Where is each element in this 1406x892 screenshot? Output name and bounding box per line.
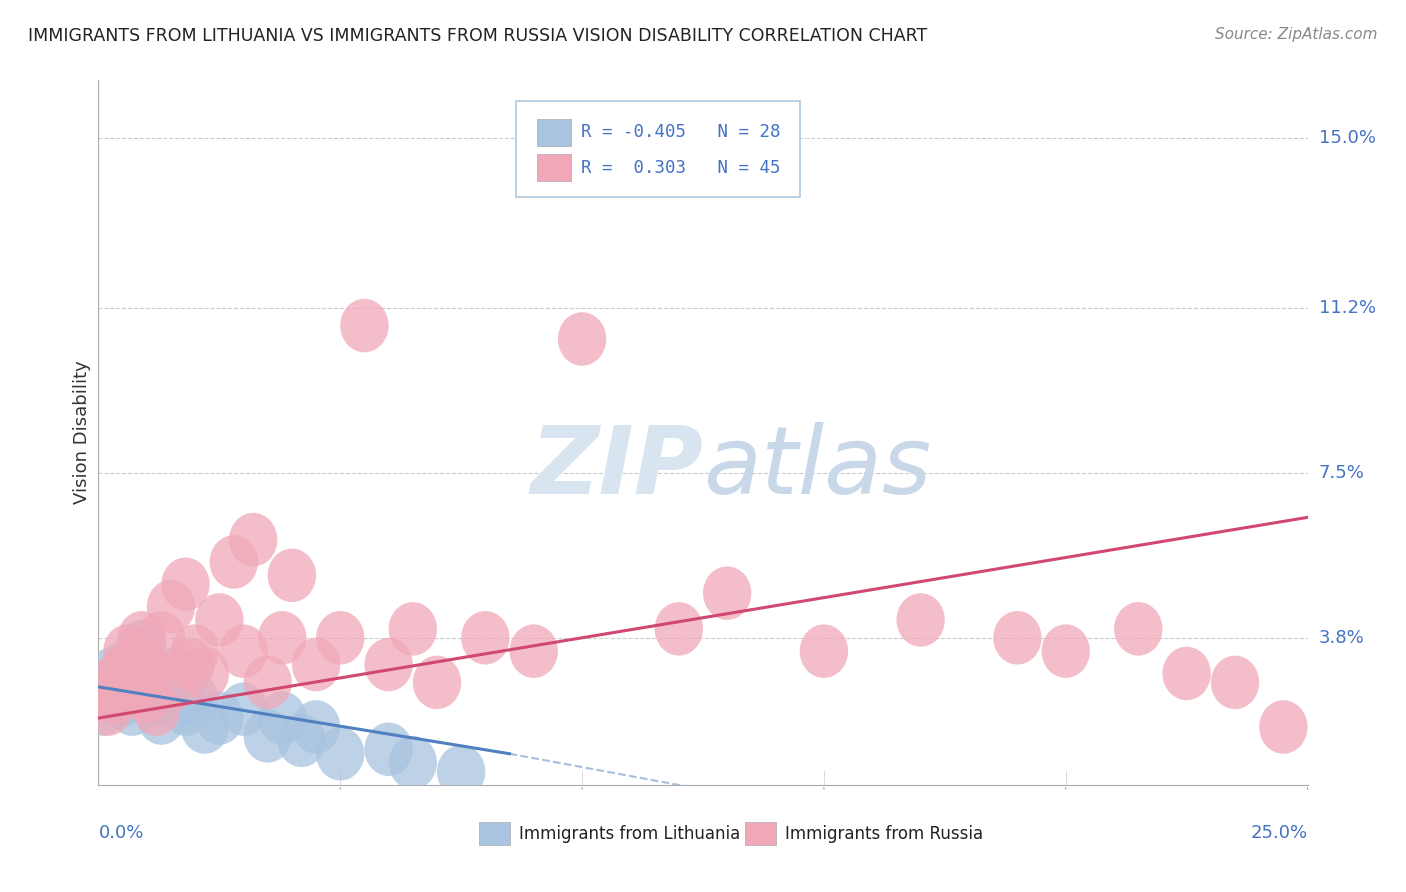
Ellipse shape: [112, 656, 162, 709]
Y-axis label: Vision Disability: Vision Disability: [73, 360, 91, 505]
Ellipse shape: [219, 682, 267, 736]
Ellipse shape: [128, 656, 176, 709]
Ellipse shape: [558, 312, 606, 366]
FancyBboxPatch shape: [537, 119, 571, 145]
Ellipse shape: [89, 656, 138, 709]
Text: R =  0.303   N = 45: R = 0.303 N = 45: [581, 159, 780, 177]
Ellipse shape: [364, 723, 413, 776]
Ellipse shape: [195, 691, 243, 745]
Ellipse shape: [94, 656, 142, 709]
FancyBboxPatch shape: [537, 154, 571, 181]
Ellipse shape: [112, 647, 162, 700]
Text: ZIP: ZIP: [530, 422, 703, 514]
Ellipse shape: [259, 611, 307, 665]
Ellipse shape: [340, 299, 388, 352]
Ellipse shape: [509, 624, 558, 678]
FancyBboxPatch shape: [745, 822, 776, 845]
Ellipse shape: [897, 593, 945, 647]
Ellipse shape: [437, 745, 485, 798]
Text: Immigrants from Lithuania: Immigrants from Lithuania: [519, 824, 741, 843]
Ellipse shape: [138, 691, 186, 745]
Ellipse shape: [195, 593, 243, 647]
Ellipse shape: [152, 647, 200, 700]
Text: 11.2%: 11.2%: [1319, 299, 1376, 317]
Ellipse shape: [79, 682, 128, 736]
Ellipse shape: [122, 669, 172, 723]
Ellipse shape: [219, 624, 267, 678]
Ellipse shape: [162, 682, 209, 736]
Text: Immigrants from Russia: Immigrants from Russia: [785, 824, 983, 843]
Ellipse shape: [98, 647, 146, 700]
Ellipse shape: [118, 611, 166, 665]
Text: Source: ZipAtlas.com: Source: ZipAtlas.com: [1215, 27, 1378, 42]
Ellipse shape: [229, 513, 277, 566]
Ellipse shape: [277, 714, 326, 767]
Ellipse shape: [172, 624, 219, 678]
Ellipse shape: [1114, 602, 1163, 656]
FancyBboxPatch shape: [479, 822, 509, 845]
Ellipse shape: [180, 700, 229, 754]
Ellipse shape: [259, 691, 307, 745]
Text: R = -0.405   N = 28: R = -0.405 N = 28: [581, 123, 780, 142]
Ellipse shape: [1163, 647, 1211, 700]
Ellipse shape: [108, 638, 156, 691]
Ellipse shape: [1042, 624, 1090, 678]
Ellipse shape: [800, 624, 848, 678]
Ellipse shape: [146, 580, 195, 633]
Ellipse shape: [84, 665, 132, 718]
Ellipse shape: [108, 682, 156, 736]
Ellipse shape: [180, 647, 229, 700]
Ellipse shape: [388, 602, 437, 656]
Ellipse shape: [1211, 656, 1260, 709]
Ellipse shape: [243, 709, 292, 763]
Ellipse shape: [128, 647, 176, 700]
Text: atlas: atlas: [703, 422, 931, 514]
Ellipse shape: [703, 566, 751, 620]
Ellipse shape: [172, 673, 219, 727]
Ellipse shape: [316, 727, 364, 780]
Ellipse shape: [162, 558, 209, 611]
Ellipse shape: [84, 682, 132, 736]
Text: 0.0%: 0.0%: [98, 823, 143, 842]
Ellipse shape: [388, 736, 437, 789]
Ellipse shape: [292, 638, 340, 691]
Ellipse shape: [655, 602, 703, 656]
Ellipse shape: [142, 669, 190, 723]
Ellipse shape: [132, 682, 180, 736]
Ellipse shape: [292, 700, 340, 754]
Ellipse shape: [79, 669, 128, 723]
Ellipse shape: [103, 624, 152, 678]
Text: 3.8%: 3.8%: [1319, 629, 1364, 647]
Ellipse shape: [166, 638, 215, 691]
Ellipse shape: [122, 665, 172, 718]
Ellipse shape: [993, 611, 1042, 665]
Ellipse shape: [103, 638, 152, 691]
Ellipse shape: [118, 620, 166, 673]
Ellipse shape: [243, 656, 292, 709]
Text: IMMIGRANTS FROM LITHUANIA VS IMMIGRANTS FROM RUSSIA VISION DISABILITY CORRELATIO: IMMIGRANTS FROM LITHUANIA VS IMMIGRANTS …: [28, 27, 928, 45]
Ellipse shape: [132, 673, 180, 727]
FancyBboxPatch shape: [516, 102, 800, 196]
Text: 25.0%: 25.0%: [1250, 823, 1308, 842]
Ellipse shape: [364, 638, 413, 691]
Text: 15.0%: 15.0%: [1319, 129, 1375, 147]
Ellipse shape: [152, 656, 200, 709]
Ellipse shape: [316, 611, 364, 665]
Ellipse shape: [89, 647, 138, 700]
Ellipse shape: [138, 611, 186, 665]
Ellipse shape: [209, 535, 259, 589]
Ellipse shape: [98, 673, 146, 727]
Text: 7.5%: 7.5%: [1319, 464, 1365, 482]
Ellipse shape: [267, 549, 316, 602]
Ellipse shape: [1260, 700, 1308, 754]
Ellipse shape: [94, 669, 142, 723]
Ellipse shape: [413, 656, 461, 709]
Ellipse shape: [461, 611, 509, 665]
